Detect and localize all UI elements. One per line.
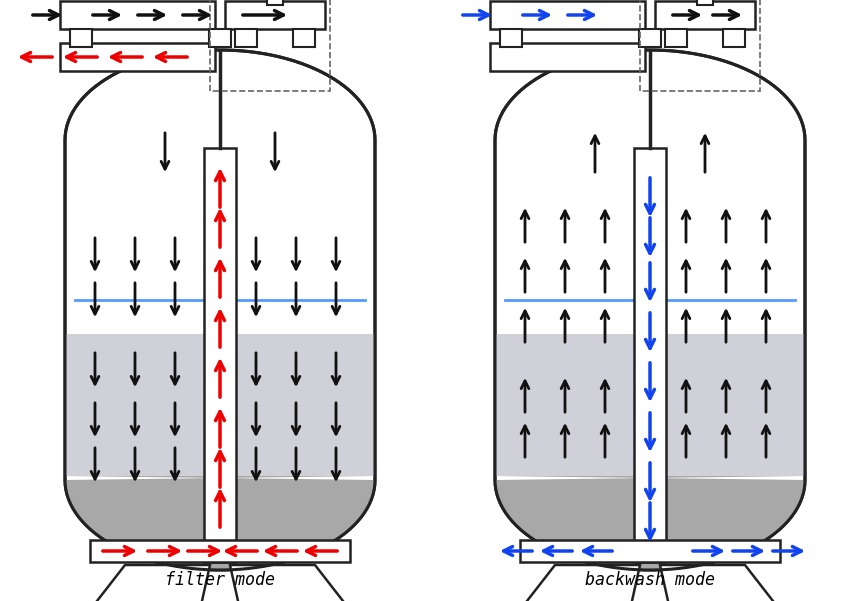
Bar bbox=[634, 148, 666, 562]
Bar bbox=[60, 43, 215, 71]
Bar bbox=[655, 1, 755, 29]
Bar bbox=[490, 43, 645, 71]
Text: filter mode: filter mode bbox=[165, 571, 275, 589]
Bar bbox=[500, 29, 522, 47]
Polygon shape bbox=[65, 334, 375, 476]
Polygon shape bbox=[495, 50, 805, 570]
Bar bbox=[204, 148, 236, 562]
Bar bbox=[90, 540, 350, 562]
Bar bbox=[665, 29, 687, 47]
Text: backwash mode: backwash mode bbox=[585, 571, 715, 589]
Bar bbox=[235, 29, 257, 47]
Bar bbox=[639, 29, 661, 47]
Bar bbox=[490, 1, 645, 29]
Polygon shape bbox=[65, 476, 375, 570]
Bar bbox=[225, 1, 325, 29]
Bar bbox=[70, 29, 92, 47]
Bar bbox=[293, 29, 315, 47]
Bar bbox=[640, 0, 760, 91]
Bar bbox=[209, 29, 231, 47]
Polygon shape bbox=[90, 565, 210, 601]
Bar bbox=[697, 0, 713, 5]
Bar bbox=[210, 0, 330, 91]
Bar bbox=[520, 540, 780, 562]
Polygon shape bbox=[495, 334, 805, 476]
Bar bbox=[723, 29, 745, 47]
Polygon shape bbox=[65, 50, 375, 570]
Bar bbox=[60, 1, 215, 29]
Polygon shape bbox=[520, 565, 640, 601]
Polygon shape bbox=[230, 565, 350, 601]
Polygon shape bbox=[495, 476, 805, 570]
Bar bbox=[267, 0, 283, 5]
Polygon shape bbox=[660, 565, 780, 601]
